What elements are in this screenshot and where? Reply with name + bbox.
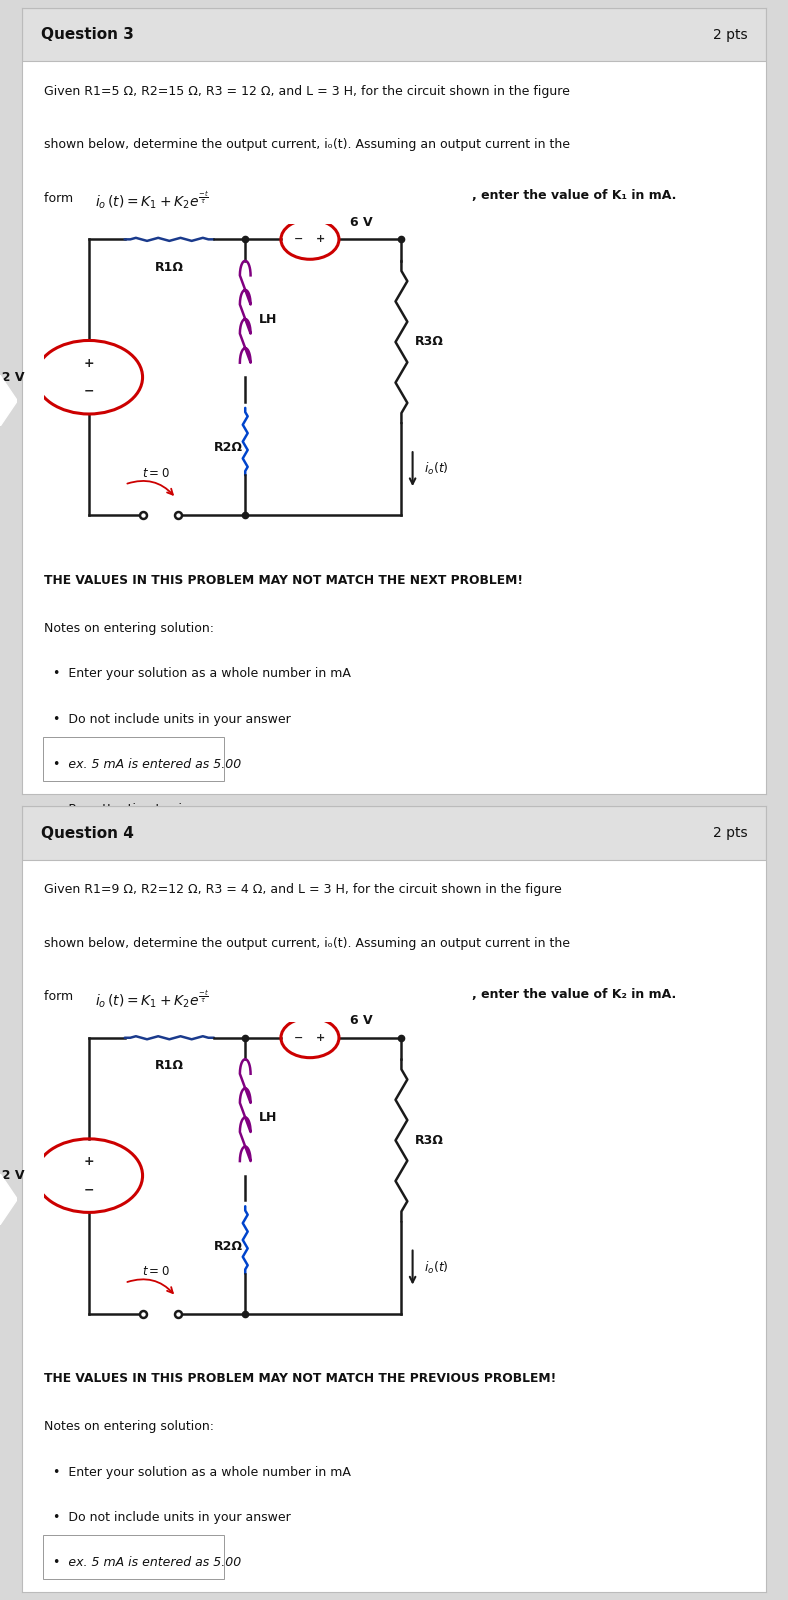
Text: R3Ω: R3Ω [414, 1134, 444, 1147]
Text: Question 4: Question 4 [41, 826, 133, 840]
Text: Given R1=5 Ω, R2=15 Ω, R3 = 12 Ω, and L = 3 H, for the circuit shown in the figu: Given R1=5 Ω, R2=15 Ω, R3 = 12 Ω, and L … [44, 85, 571, 98]
Text: R3Ω: R3Ω [414, 336, 444, 349]
Text: 2 pts: 2 pts [712, 826, 747, 840]
Text: form: form [44, 192, 81, 205]
Text: •  Enter your solution as a whole number in mA: • Enter your solution as a whole number … [54, 667, 351, 680]
Text: $t = 0$: $t = 0$ [142, 467, 169, 480]
Text: Question 3: Question 3 [41, 27, 133, 42]
Text: Notes on entering solution:: Notes on entering solution: [44, 1421, 214, 1434]
Text: THE VALUES IN THIS PROBLEM MAY NOT MATCH THE NEXT PROBLEM!: THE VALUES IN THIS PROBLEM MAY NOT MATCH… [44, 574, 523, 587]
FancyBboxPatch shape [22, 806, 766, 859]
Text: $i_o\,(t) = K_1 + K_2 e^{\frac{-t}{\tau}}$: $i_o\,(t) = K_1 + K_2 e^{\frac{-t}{\tau}… [95, 987, 209, 1010]
Text: , enter the value of K₂ in mA.: , enter the value of K₂ in mA. [472, 987, 676, 1002]
Text: −: − [84, 1182, 95, 1197]
Text: Notes on entering solution:: Notes on entering solution: [44, 622, 214, 635]
Text: +: + [316, 234, 325, 245]
Text: 6 V: 6 V [350, 216, 373, 229]
Polygon shape [0, 1174, 17, 1226]
Text: shown below, determine the output current, iₒ(t). Assuming an output current in : shown below, determine the output curren… [44, 139, 571, 152]
Text: LH: LH [258, 1110, 277, 1123]
Text: $i_o(t)$: $i_o(t)$ [424, 461, 448, 477]
Text: THE VALUES IN THIS PROBLEM MAY NOT MATCH THE PREVIOUS PROBLEM!: THE VALUES IN THIS PROBLEM MAY NOT MATCH… [44, 1373, 556, 1386]
Text: 12 V: 12 V [0, 1170, 24, 1182]
Text: −: − [294, 1032, 303, 1043]
Text: 6 V: 6 V [350, 1014, 373, 1027]
Text: form: form [44, 990, 81, 1003]
Text: •  ex. 5 mA is entered as 5.00: • ex. 5 mA is entered as 5.00 [54, 1557, 242, 1570]
Text: +: + [84, 357, 95, 370]
Text: shown below, determine the output current, iₒ(t). Assuming an output current in : shown below, determine the output curren… [44, 938, 571, 950]
FancyBboxPatch shape [22, 8, 766, 61]
FancyBboxPatch shape [43, 1536, 225, 1579]
Text: −: − [84, 384, 95, 398]
Text: •  ex. 5 mA is entered as 5.00: • ex. 5 mA is entered as 5.00 [54, 758, 242, 771]
Text: Given R1=9 Ω, R2=12 Ω, R3 = 4 Ω, and L = 3 H, for the circuit shown in the figur: Given R1=9 Ω, R2=12 Ω, R3 = 4 Ω, and L =… [44, 883, 562, 896]
Text: •  Pay attention to signs: • Pay attention to signs [54, 803, 205, 816]
Text: 12 V: 12 V [0, 371, 24, 384]
Text: −: − [294, 234, 303, 245]
Text: 2 pts: 2 pts [712, 27, 747, 42]
Text: $i_o\,(t) = K_1 + K_2 e^{\frac{-t}{\tau}}$: $i_o\,(t) = K_1 + K_2 e^{\frac{-t}{\tau}… [95, 189, 209, 211]
Text: , enter the value of K₁ in mA.: , enter the value of K₁ in mA. [472, 189, 676, 203]
Text: $i_o(t)$: $i_o(t)$ [424, 1259, 448, 1275]
Text: +: + [316, 1032, 325, 1043]
Text: •  Do not include units in your answer: • Do not include units in your answer [54, 1510, 291, 1523]
Text: $t = 0$: $t = 0$ [142, 1266, 169, 1278]
Text: •  Enter your solution as a whole number in mA: • Enter your solution as a whole number … [54, 1466, 351, 1478]
Text: +: + [84, 1155, 95, 1168]
Text: •  Do not include units in your answer: • Do not include units in your answer [54, 712, 291, 725]
Text: R1Ω: R1Ω [155, 261, 184, 274]
FancyBboxPatch shape [43, 738, 225, 781]
Polygon shape [0, 374, 17, 426]
Text: R1Ω: R1Ω [155, 1059, 184, 1072]
Text: R2Ω: R2Ω [214, 1240, 243, 1253]
Text: LH: LH [258, 312, 277, 325]
Text: R2Ω: R2Ω [214, 442, 243, 454]
